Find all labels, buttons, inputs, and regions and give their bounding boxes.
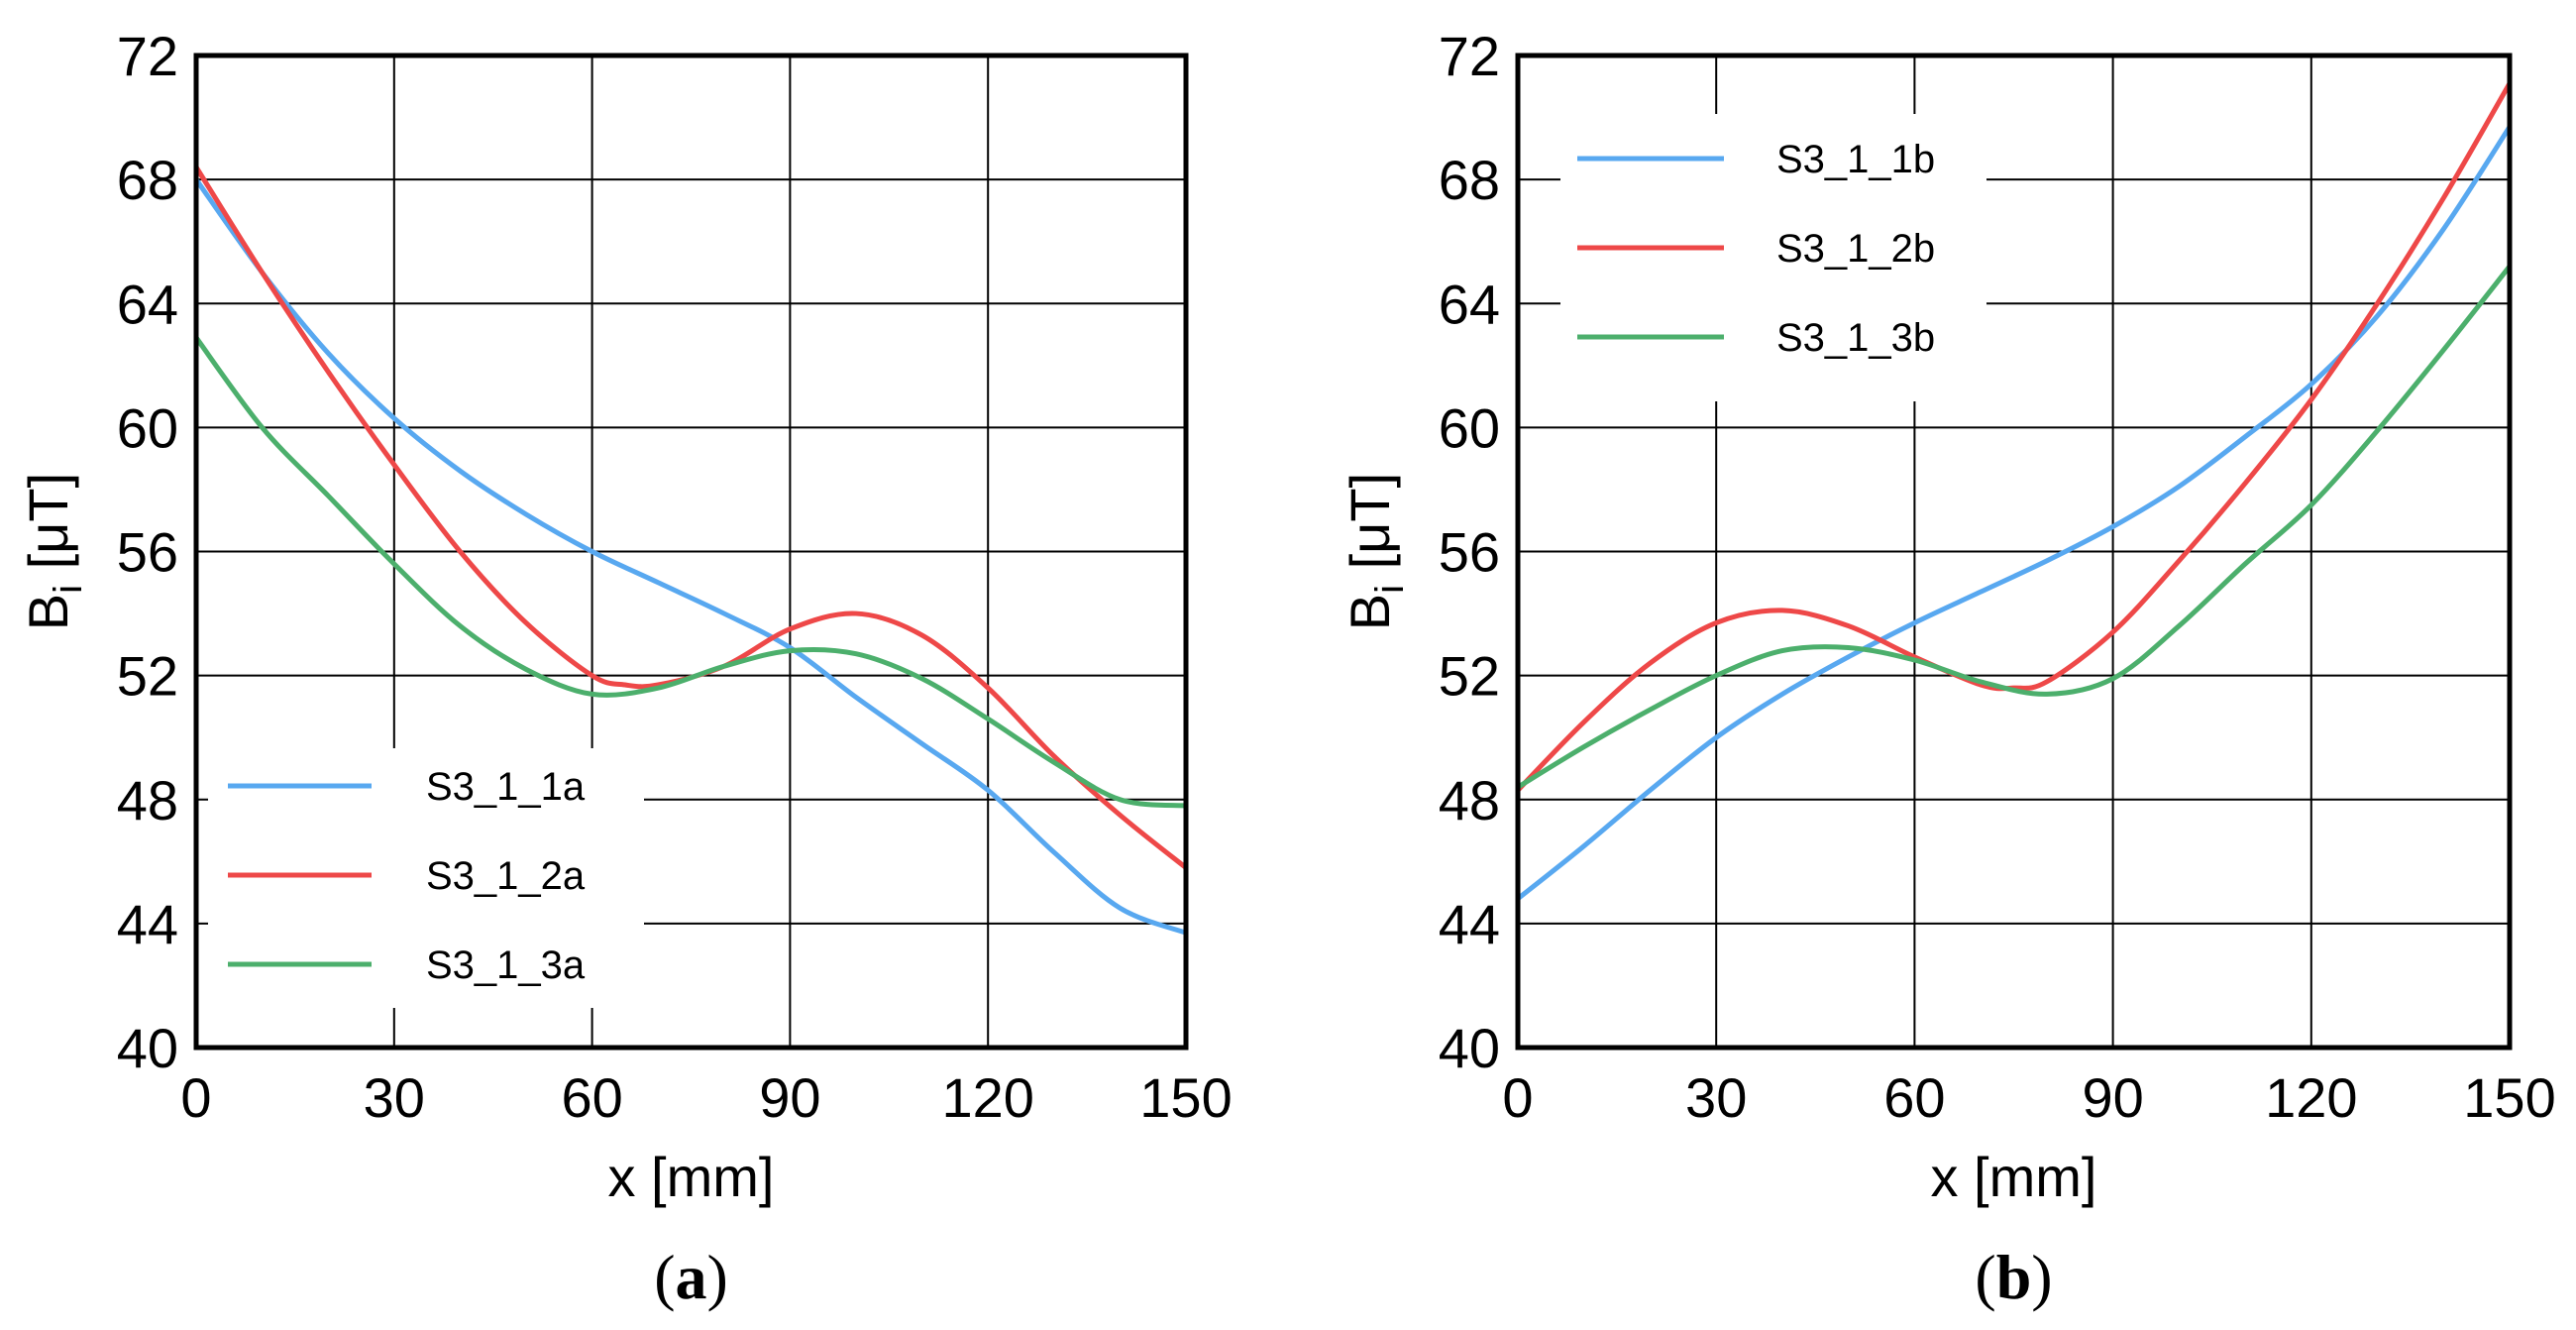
y-tick-label: 64 [1439, 273, 1500, 335]
x-tick-label: 60 [1883, 1066, 1945, 1129]
y-tick-label: 52 [117, 645, 178, 708]
y-tick-label: 60 [1439, 396, 1500, 459]
legend-label-S3_1_3b: S3_1_3b [1776, 316, 1935, 360]
x-tick-label: 120 [2265, 1066, 2357, 1129]
x-axis-label: x [mm] [1931, 1146, 2097, 1208]
y-tick-label: 56 [1439, 521, 1500, 584]
x-tick-label: 150 [2463, 1066, 2555, 1129]
x-tick-label: 30 [364, 1066, 425, 1129]
series-line-S3_1_2a [193, 166, 1188, 870]
series-line-S3_1_2b [1516, 81, 2513, 793]
y-tick-label: 48 [1439, 769, 1500, 831]
legend-background [1560, 114, 1986, 401]
legend-label-S3_1_1a: S3_1_1a [426, 765, 586, 809]
y-tick-label: 52 [1439, 645, 1500, 708]
x-tick-label: 60 [561, 1066, 622, 1129]
y-tick-label: 56 [117, 521, 178, 584]
series-line-S3_1_1b [1516, 125, 2513, 901]
series-line-S3_1_3a [193, 336, 1187, 809]
series-line-S3_1_3b [1516, 265, 2512, 790]
x-tick-label: 90 [2082, 1066, 2143, 1129]
chart-panel-a: S3_1_1a S3_1_2a S3_1_3a 40 44 48 52 56 60 64 68 72 0… [17, 25, 1233, 1312]
chart-panel-b: S3_1_1b S3_1_2b S3_1_3b 40 44 48 52 56 60 64 68 72 0… [1339, 25, 2556, 1312]
panel-caption: (b) [1975, 1242, 2052, 1312]
legend-label-S3_1_2b: S3_1_2b [1776, 227, 1935, 271]
axes-frame [1515, 53, 2513, 1051]
x-tick-label: 0 [180, 1066, 211, 1129]
x-axis-label: x [mm] [608, 1146, 775, 1208]
x-tick-label: 120 [941, 1066, 1033, 1129]
x-tick-label: 30 [1685, 1066, 1747, 1129]
y-tick-label: 40 [1439, 1017, 1500, 1079]
y-tick-label: 48 [117, 769, 178, 831]
legend-label-S3_1_3a: S3_1_3a [426, 943, 586, 987]
y-tick-label: 44 [117, 893, 178, 955]
y-axis-label: Bi [μT] [17, 473, 90, 630]
y-tick-label: 72 [117, 25, 178, 87]
y-tick-label: 40 [117, 1017, 178, 1079]
y-axis-label: Bi [μT] [1339, 473, 1412, 630]
y-tick-label: 72 [1439, 25, 1500, 87]
x-tick-label: 90 [759, 1066, 820, 1129]
x-tick-label: 150 [1139, 1066, 1232, 1129]
y-tick-label: 60 [117, 396, 178, 459]
x-tick-label: 0 [1502, 1066, 1533, 1129]
y-tick-label: 64 [117, 273, 178, 335]
y-tick-label: 44 [1439, 893, 1500, 955]
legend-label-S3_1_2a: S3_1_2a [426, 854, 586, 898]
y-tick-label: 68 [117, 149, 178, 211]
y-tick-label: 68 [1439, 149, 1500, 211]
series-line-S3_1_1a [193, 177, 1187, 936]
axes-frame [193, 53, 1189, 1051]
panel-caption: (a) [654, 1242, 728, 1312]
legend-label-S3_1_1b: S3_1_1b [1776, 138, 1935, 181]
